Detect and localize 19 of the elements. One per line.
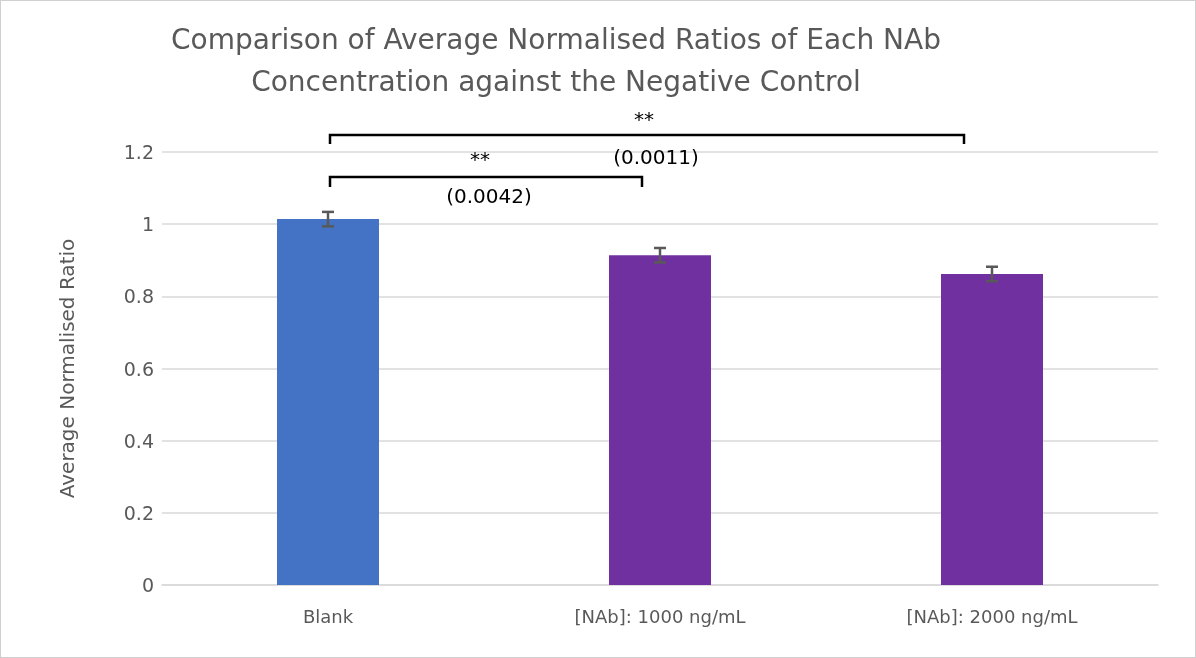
y-tick-label: 0.6	[123, 357, 154, 380]
chart-title: Comparison of Average Normalised Ratios of Each NAb Concentration against the Negative Control	[171, 22, 941, 98]
annotation: (0.0042)	[446, 184, 532, 208]
y-tick-label: 0	[141, 574, 154, 596]
x-tick-label: Blank	[302, 605, 354, 627]
x-tick-label: [NAb]: 2000 ng/mL	[906, 605, 1078, 627]
annotation: (0.0011)	[613, 145, 699, 169]
y-tick-label: 0.8	[123, 285, 154, 308]
bar	[941, 273, 1043, 585]
bar	[609, 255, 711, 585]
y-tick-label: 0.2	[123, 501, 154, 524]
y-tick-label: 1	[141, 213, 154, 236]
annotation: **	[470, 147, 490, 171]
y-tick-label: 1.2	[123, 141, 154, 163]
y-tick-label: 0.4	[123, 429, 154, 452]
x-tick-label: [NAb]: 1000 ng/mL	[574, 605, 746, 627]
y-axis-title: Average Normalised Ratio	[55, 238, 79, 499]
text: **	[634, 107, 654, 131]
bar	[277, 219, 379, 585]
